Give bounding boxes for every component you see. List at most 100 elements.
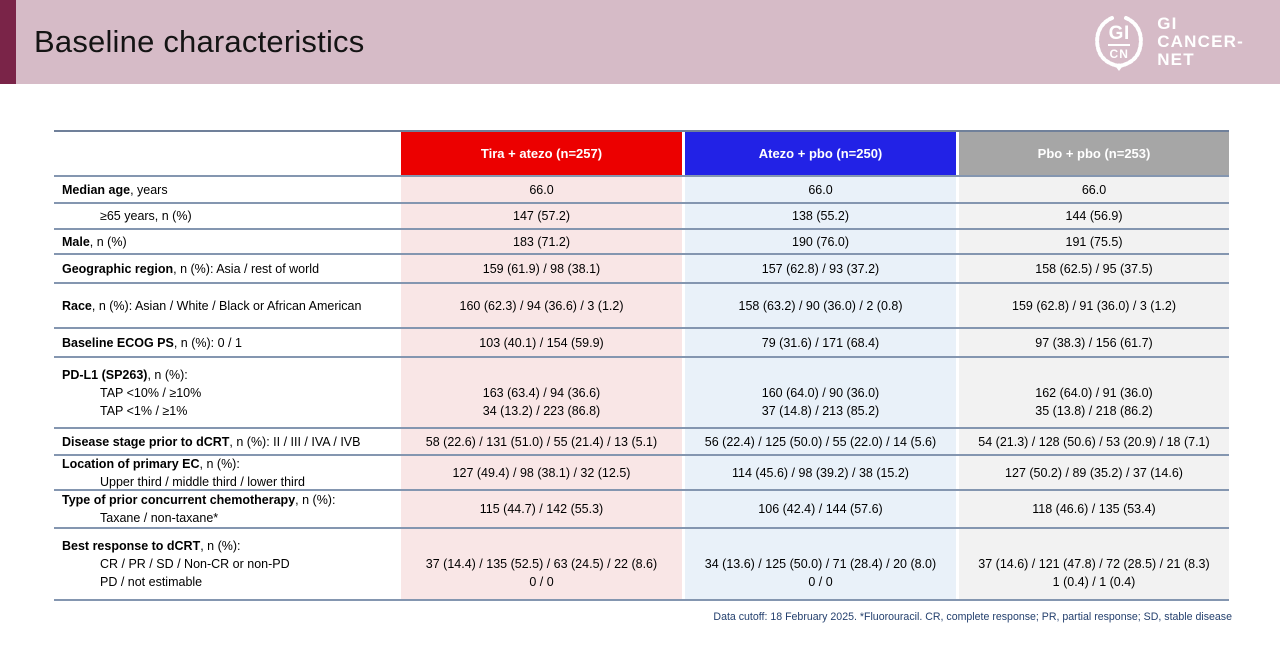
value-text: 159 (62.8) / 91 (36.0) / 3 (1.2) [1012,298,1176,313]
row-label-rest: , years [130,182,168,197]
value-cell-arm-1: 163 (63.4) / 94 (36.6) 34 (13.2) / 223 (8… [398,358,682,427]
value-cell-arm-3: 66.0 [956,177,1229,202]
table-row: Male, n (%) 183 (71.2) 190 (76.0) 191 (75.5… [54,230,1229,255]
logo-wordmark-line: CANCER- [1157,32,1244,52]
row-label-rest: , n (%) [89,234,127,249]
table-row: PD-L1 (SP263), n (%): TAP <10% / ≥10% TAP … [54,358,1229,429]
row-label-rest: ≥65 years, n (%) [100,209,192,223]
value-text: 35 (13.8) / 218 (86.2) [1035,403,1153,418]
column-header-arm-3: Pbo + pbo (n=253) [956,132,1229,175]
laurel-wreath-icon: GI CN [1090,13,1148,71]
table-row: Best response to dCRT, n (%): CR / PR / S… [54,529,1229,601]
value-cell-arm-3: 191 (75.5) [956,230,1229,253]
value-text: 118 (46.6) / 135 (53.4) [1032,502,1156,516]
row-label-bold: Baseline ECOG PS [62,335,174,350]
row-label-bold: Race [62,298,92,313]
value-text: 115 (44.7) / 142 (55.3) [479,502,604,516]
value-cell-arm-3: 162 (64.0) / 91 (36.0) 35 (13.8) / 218 (8… [956,358,1229,427]
row-label-cell: Male, n (%) [54,230,398,253]
row-label-cell: Best response to dCRT, n (%): CR / PR / S… [54,529,398,599]
value-text: 66.0 [529,182,554,197]
logo-wordmark-line: NET [1157,49,1195,69]
column-header-label: Atezo + pbo (n=250) [758,146,883,161]
value-cell-arm-2: 138 (55.2) [682,204,956,228]
row-label-cell: Location of primary EC, n (%): Upper thir… [54,456,398,489]
row-label-rest: , n (%): [147,367,188,382]
table-row: Baseline ECOG PS, n (%): 0 / 1 103 (40.1)… [54,329,1229,358]
row-label-cell: Type of prior concurrent chemotherapy, n… [54,491,398,527]
value-cell-arm-2: 160 (64.0) / 90 (36.0) 37 (14.8) / 213 (8… [682,358,956,427]
logo-wordmark: GI CANCER- NET [1157,15,1244,69]
row-label: Best response to dCRT, n (%): [62,537,398,555]
value-cell-arm-1: 115 (44.7) / 142 (55.3) [398,491,682,527]
slide-header: Baseline characteristics GI CN GI CANCER… [0,0,1280,84]
value-cell-arm-1: 159 (61.9) / 98 (38.1) [398,255,682,282]
row-sublabel: PD / not estimable [100,575,203,589]
value-text: 0 / 0 [529,575,554,589]
value-text: 158 (62.5) / 95 (37.5) [1035,261,1153,276]
value-cell-arm-2: 158 (63.2) / 90 (36.0) / 2 (0.8) [682,284,956,327]
page-title: Baseline characteristics [34,24,365,59]
logo-monogram-divider [1108,44,1131,46]
row-label: Median age, years [62,181,398,199]
column-header-label: Pbo + pbo (n=253) [1037,146,1151,161]
logo-monogram-bottom: CN [1109,46,1129,61]
value-text: 162 (64.0) / 91 (36.0) [1035,385,1153,400]
table-row: Race, n (%): Asian / White / Black or Af… [54,284,1229,329]
row-label-cell: ≥65 years, n (%) [54,204,398,228]
value-text: 147 (57.2) [513,209,570,223]
value-text: 37 (14.6) / 121 (47.8) / 72 (28.5) / 21 … [978,557,1210,571]
value-text: 163 (63.4) / 94 (36.6) [482,385,601,400]
value-text: 79 (31.6) / 171 (68.4) [761,335,880,350]
value-cell-arm-2: 34 (13.6) / 125 (50.0) / 71 (28.4) / 20 … [682,529,956,599]
value-text: 160 (62.3) / 94 (36.6) / 3 (1.2) [459,298,624,313]
value-text: 114 (45.6) / 98 (39.2) / 38 (15.2) [732,465,909,480]
value-text: 56 (22.4) / 125 (50.0) / 55 (22.0) / 14 … [704,434,937,449]
value-cell-arm-2: 66.0 [682,177,956,202]
value-cell-arm-3: 54 (21.3) / 128 (50.6) / 53 (20.9) / 18 … [956,429,1229,454]
row-label-cell: Median age, years [54,177,398,202]
value-text: 34 (13.6) / 125 (50.0) / 71 (28.4) / 20 … [704,557,937,571]
value-text: 58 (22.6) / 131 (51.0) / 55 (21.4) / 13 … [425,434,658,449]
row-sublabel: Taxane / non-taxane* [100,511,219,525]
footnote: Data cutoff: 18 February 2025. *Fluorour… [713,611,1232,623]
value-cell-arm-1: 58 (22.6) / 131 (51.0) / 55 (21.4) / 13 … [398,429,682,454]
baseline-characteristics-table: Tira + atezo (n=257) Atezo + pbo (n=250) P… [54,130,1229,601]
logo-wordmark-line: GI [1157,14,1178,34]
row-label: Male, n (%) [62,233,398,251]
row-label-bold: Median age [62,182,131,197]
table-row: Location of primary EC, n (%): Upper thir… [54,456,1229,491]
row-label-cell: Baseline ECOG PS, n (%): 0 / 1 [54,329,398,356]
value-text: 138 (55.2) [792,209,849,223]
value-cell-arm-2: 114 (45.6) / 98 (39.2) / 38 (15.2) [682,456,956,489]
value-cell-arm-2: 157 (62.8) / 93 (37.2) [682,255,956,282]
row-label-rest: , n (%): [200,539,241,553]
table-row: Disease stage prior to dCRT, n (%): II /… [54,429,1229,456]
row-sublabel: CR / PR / SD / Non-CR or non-PD [100,557,290,571]
value-text: 0 / 0 [808,575,833,589]
value-cell-arm-2: 56 (22.4) / 125 (50.0) / 55 (22.0) / 14 … [682,429,956,454]
table-header-row: Tira + atezo (n=257) Atezo + pbo (n=250) P… [54,132,1229,177]
value-text: 103 (40.1) / 154 (59.9) [479,335,604,350]
row-label: Location of primary EC, n (%): [62,456,398,473]
value-text: 34 (13.2) / 223 (86.8) [482,403,601,418]
row-label-rest: , n (%): Asian / White / Black or Africa… [91,298,362,313]
row-sublabel: TAP <10% / ≥10% [100,385,202,400]
row-label-bold: Male [62,234,90,249]
value-spacer [959,537,1229,555]
value-text: 157 (62.8) / 93 (37.2) [761,261,880,276]
value-spacer [401,366,682,384]
row-label-rest: , n (%): [199,456,240,471]
row-label: PD-L1 (SP263), n (%): [62,366,398,384]
value-text: 97 (38.3) / 156 (61.7) [1035,335,1153,350]
value-text: 106 (42.4) / 144 (57.6) [758,502,883,516]
logo-monogram: GI CN [1090,13,1148,71]
value-spacer [685,366,956,384]
value-text: 144 (56.9) [1065,209,1123,223]
value-cell-arm-1: 160 (62.3) / 94 (36.6) / 3 (1.2) [398,284,682,327]
value-cell-arm-1: 127 (49.4) / 98 (38.1) / 32 (12.5) [398,456,682,489]
table-row: Type of prior concurrent chemotherapy, n… [54,491,1229,529]
row-label-bold: PD-L1 (SP263) [62,367,148,382]
value-text: 127 (50.2) / 89 (35.2) / 37 (14.6) [1005,465,1183,480]
